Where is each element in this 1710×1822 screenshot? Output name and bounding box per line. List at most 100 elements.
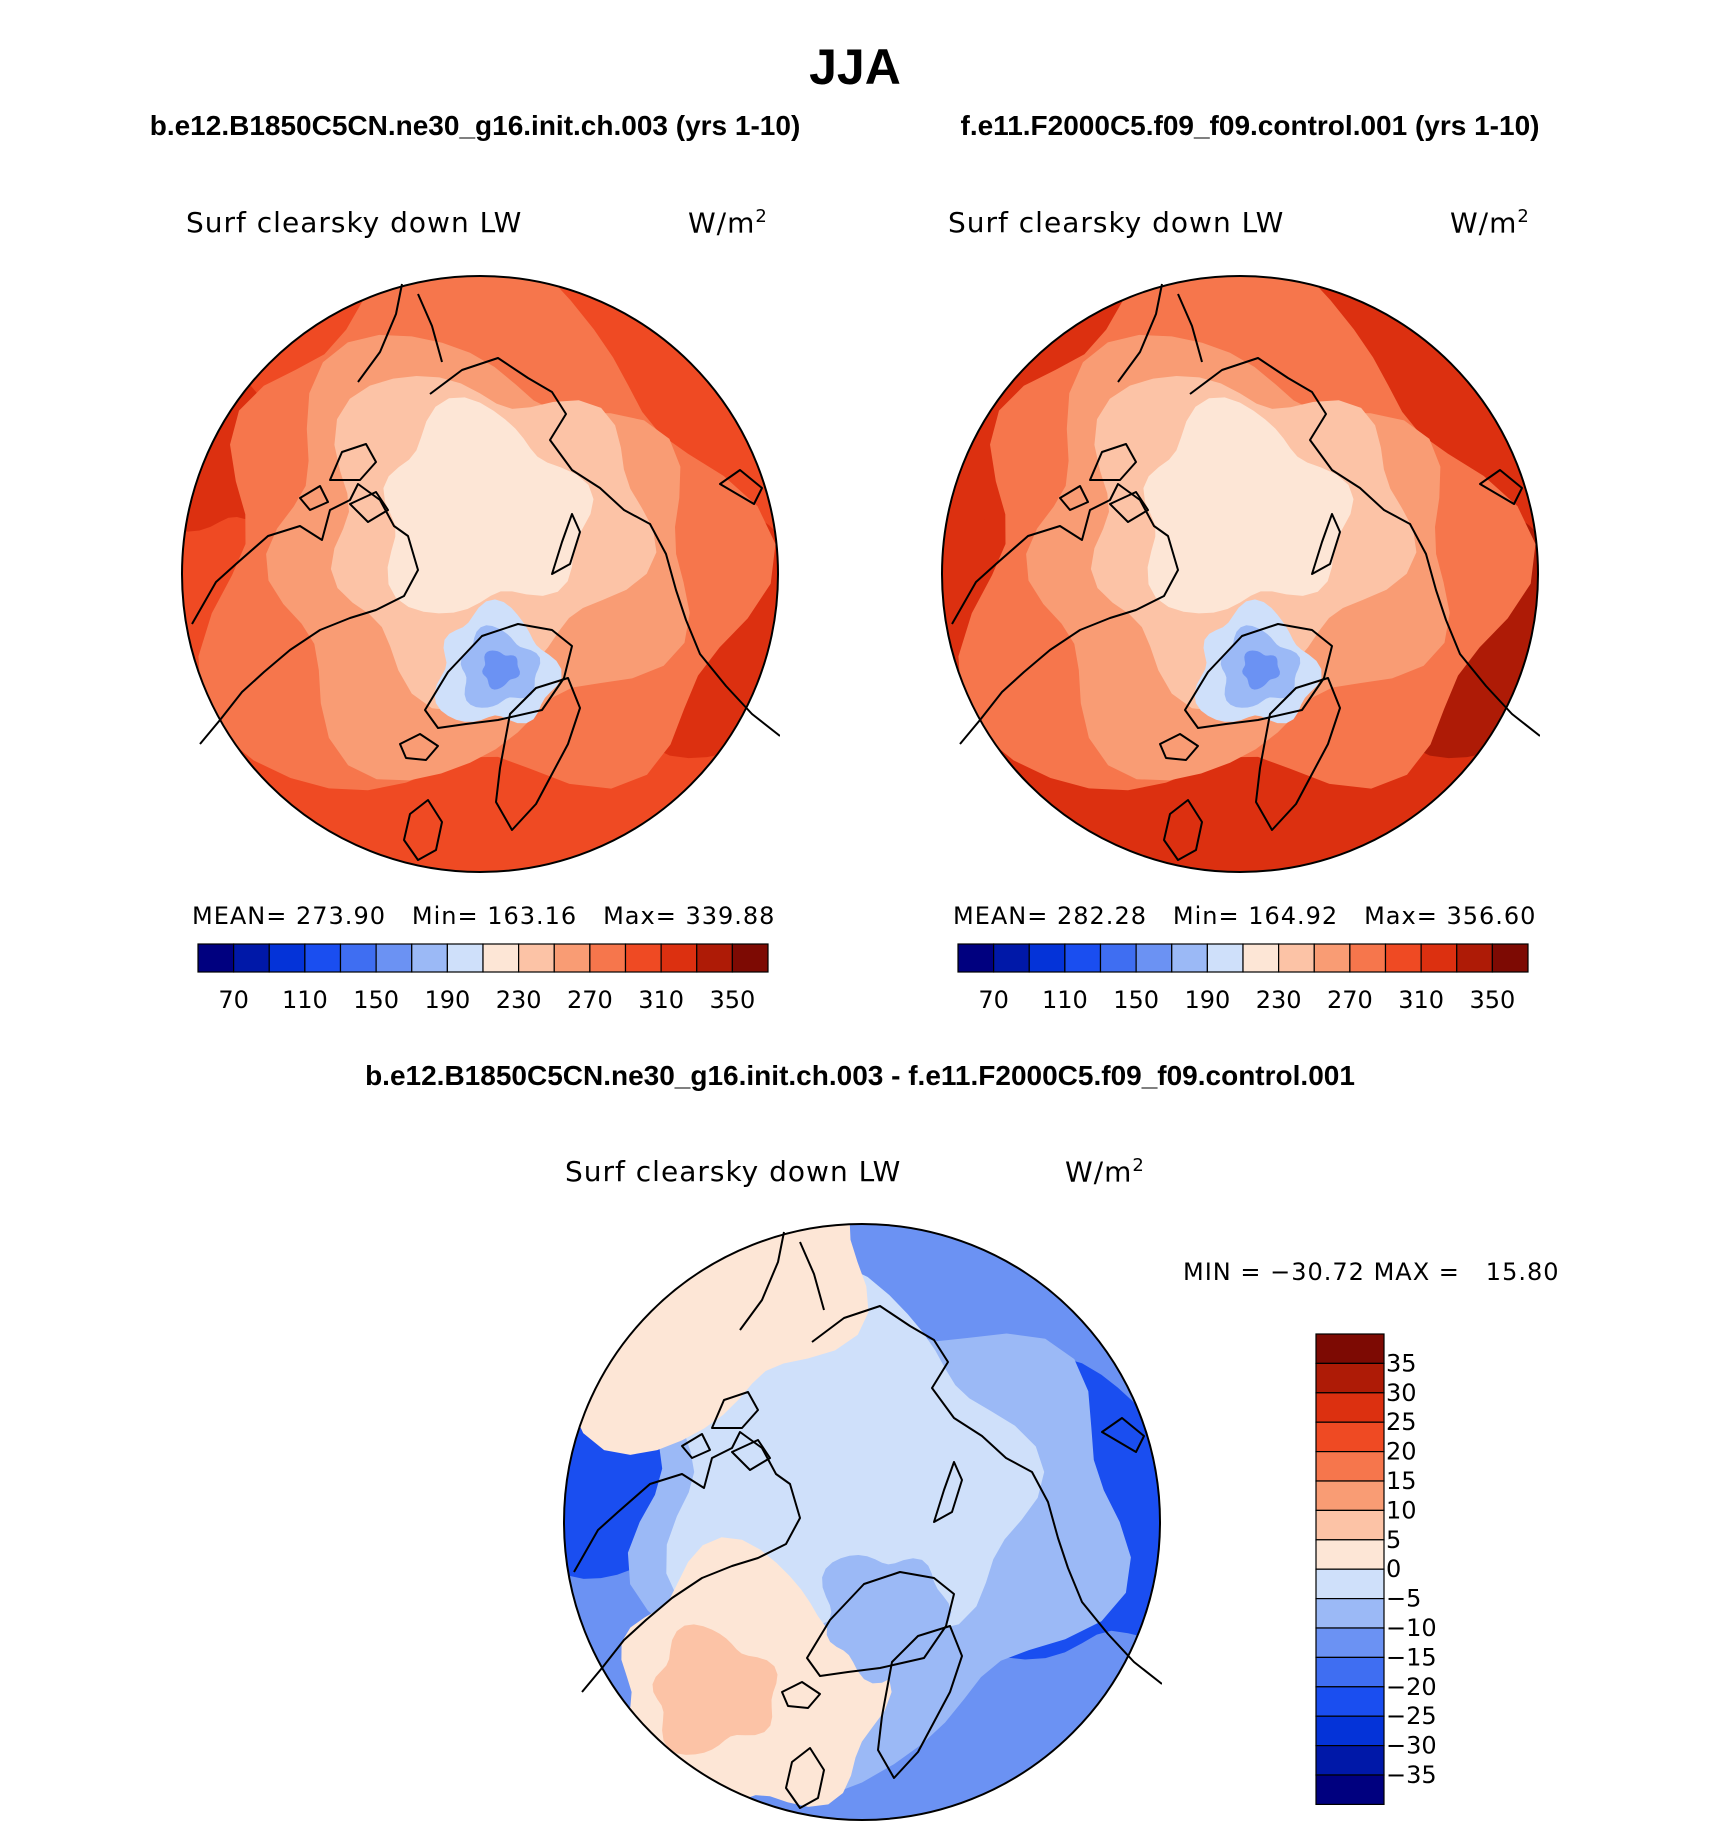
contour-field — [564, 1224, 1160, 1820]
colorbar-swatch — [1349, 943, 1387, 973]
colorbar-tick-label: 150 — [353, 986, 399, 1014]
plot-title-difference: Surf clearsky down LW — [565, 1155, 902, 1188]
plot-units-left: W/m2 — [688, 206, 768, 239]
min-value: −30.72 — [1270, 1258, 1365, 1286]
colorbar-tick-label: −20 — [1386, 1673, 1437, 1701]
map-boundary — [181, 275, 779, 873]
polar-map-left — [181, 275, 780, 873]
max-value: 339.88 — [685, 902, 776, 930]
page-title: JJA — [809, 39, 901, 95]
colorbar-swatch — [1315, 1539, 1385, 1570]
colorbar-tick-label: 110 — [1042, 986, 1088, 1014]
colorbar-tick-label: 190 — [1184, 986, 1230, 1014]
colorbar-right: 70 110 150 190 230 270 310 350 — [957, 943, 1529, 1014]
max-value: 356.60 — [1446, 902, 1537, 930]
colorbar-tick-label: 25 — [1386, 1408, 1417, 1436]
colorbar-swatch — [1384, 943, 1422, 973]
colorbar-tick-label: 190 — [424, 986, 470, 1014]
colorbar-swatch — [233, 943, 270, 973]
contour-region — [383, 397, 594, 614]
colorbar-swatch — [1315, 1480, 1385, 1511]
colorbar-swatch — [1491, 943, 1529, 973]
map-boundary — [941, 275, 1539, 873]
units-exponent: 2 — [1132, 1155, 1145, 1176]
min-label: Min= — [1172, 902, 1240, 930]
colorbar-swatch — [553, 943, 591, 973]
coastlines — [573, 1231, 1162, 1809]
min-value: 163.16 — [487, 902, 578, 930]
stats-right: MEAN= 282.28 Min= 164.92 Max= 356.60 — [953, 902, 1536, 930]
colorbar-tick-label: 10 — [1386, 1496, 1417, 1524]
colorbar-tick-label: −35 — [1386, 1761, 1437, 1789]
colorbar-tick-label: 110 — [282, 986, 328, 1014]
colorbar-tick-label: 310 — [638, 986, 684, 1014]
coastlines — [191, 283, 780, 861]
colorbar-tick-label: 350 — [709, 986, 755, 1014]
colorbar-tick-label: −25 — [1386, 1702, 1437, 1730]
colorbar-tick-label: 35 — [1386, 1349, 1417, 1377]
colorbar-tick-label: 350 — [1469, 986, 1515, 1014]
colorbar-swatch — [339, 943, 377, 973]
colorbar-swatch — [624, 943, 662, 973]
colorbar-swatch — [1315, 1715, 1385, 1747]
min-label: MIN = — [1183, 1258, 1262, 1286]
colorbar-swatch — [1420, 943, 1458, 973]
colorbar-tick-label: −15 — [1386, 1643, 1437, 1671]
contour-field — [942, 276, 1538, 872]
colorbar-swatch — [1315, 1568, 1385, 1600]
colorbar-swatch — [696, 943, 733, 973]
colorbar-tick-label: 270 — [1327, 986, 1373, 1014]
colorbar-tick-label: −10 — [1386, 1614, 1437, 1642]
difference-minmax: MIN = −30.72 MAX = 15.80 — [1183, 1258, 1560, 1286]
mean-label: MEAN= — [192, 902, 288, 930]
colorbar-swatch — [1206, 943, 1244, 973]
min-value: 164.92 — [1248, 902, 1339, 930]
coastlines — [951, 283, 1540, 861]
colorbar-swatch — [1315, 1627, 1385, 1658]
stats-left: MEAN= 273.90 Min= 163.16 Max= 339.88 — [192, 902, 775, 930]
colorbar-swatch — [957, 943, 995, 973]
colorbar-tick-label: 30 — [1386, 1379, 1417, 1407]
panel-header-left: b.e12.B1850C5CN.ne30_g16.init.ch.003 (yr… — [149, 110, 801, 141]
mean-value: 273.90 — [296, 902, 386, 930]
colorbar-swatch — [1315, 1362, 1385, 1394]
colorbar-swatch — [1315, 1774, 1385, 1805]
colorbar-swatch — [268, 943, 306, 973]
colorbar-swatch — [660, 943, 698, 973]
colorbar-tick-label: 5 — [1386, 1526, 1401, 1554]
colorbar-swatch — [1315, 1450, 1385, 1482]
colorbar-tick-label: 230 — [496, 986, 542, 1014]
colorbar-tick-label: 0 — [1386, 1555, 1401, 1583]
colorbar-tick-label: 310 — [1398, 986, 1444, 1014]
colorbar-swatch — [1064, 943, 1102, 973]
colorbar-swatch — [1242, 943, 1280, 973]
contour-region — [822, 1555, 952, 1684]
plot-units-right: W/m2 — [1450, 206, 1530, 239]
polar-map-difference — [563, 1223, 1162, 1821]
colorbar-tick-label: 150 — [1113, 986, 1159, 1014]
contour-region — [482, 650, 520, 690]
colorbar-swatch — [1315, 1656, 1385, 1688]
colorbar-swatch — [1456, 943, 1493, 973]
contour-region — [1242, 650, 1280, 690]
max-value: 15.80 — [1485, 1258, 1560, 1286]
colorbar-swatch — [1278, 943, 1315, 973]
plot-title-right: Surf clearsky down LW — [948, 206, 1285, 239]
colorbar-swatch — [1315, 1509, 1385, 1541]
colorbar-swatch — [446, 943, 484, 973]
units-exponent: 2 — [755, 206, 768, 227]
colorbar-tick-label: 70 — [978, 986, 1009, 1014]
min-label: Min= — [411, 902, 479, 930]
colorbar-swatch — [1028, 943, 1066, 973]
colorbar-swatch — [1315, 1333, 1385, 1364]
panel-header-right: f.e11.F2000C5.f09_f09.control.001 (yrs 1… — [960, 110, 1540, 141]
colorbar-swatch — [1315, 1686, 1385, 1717]
units-base: W/m — [1065, 1155, 1133, 1189]
difference-header: b.e12.B1850C5CN.ne30_g16.init.ch.003 - f… — [365, 1060, 1355, 1091]
colorbar-swatch — [1171, 943, 1208, 973]
units-exponent: 2 — [1517, 206, 1530, 227]
polar-map-right — [941, 275, 1540, 873]
max-label: MAX = — [1373, 1258, 1460, 1286]
colorbar-tick-label: 230 — [1256, 986, 1302, 1014]
